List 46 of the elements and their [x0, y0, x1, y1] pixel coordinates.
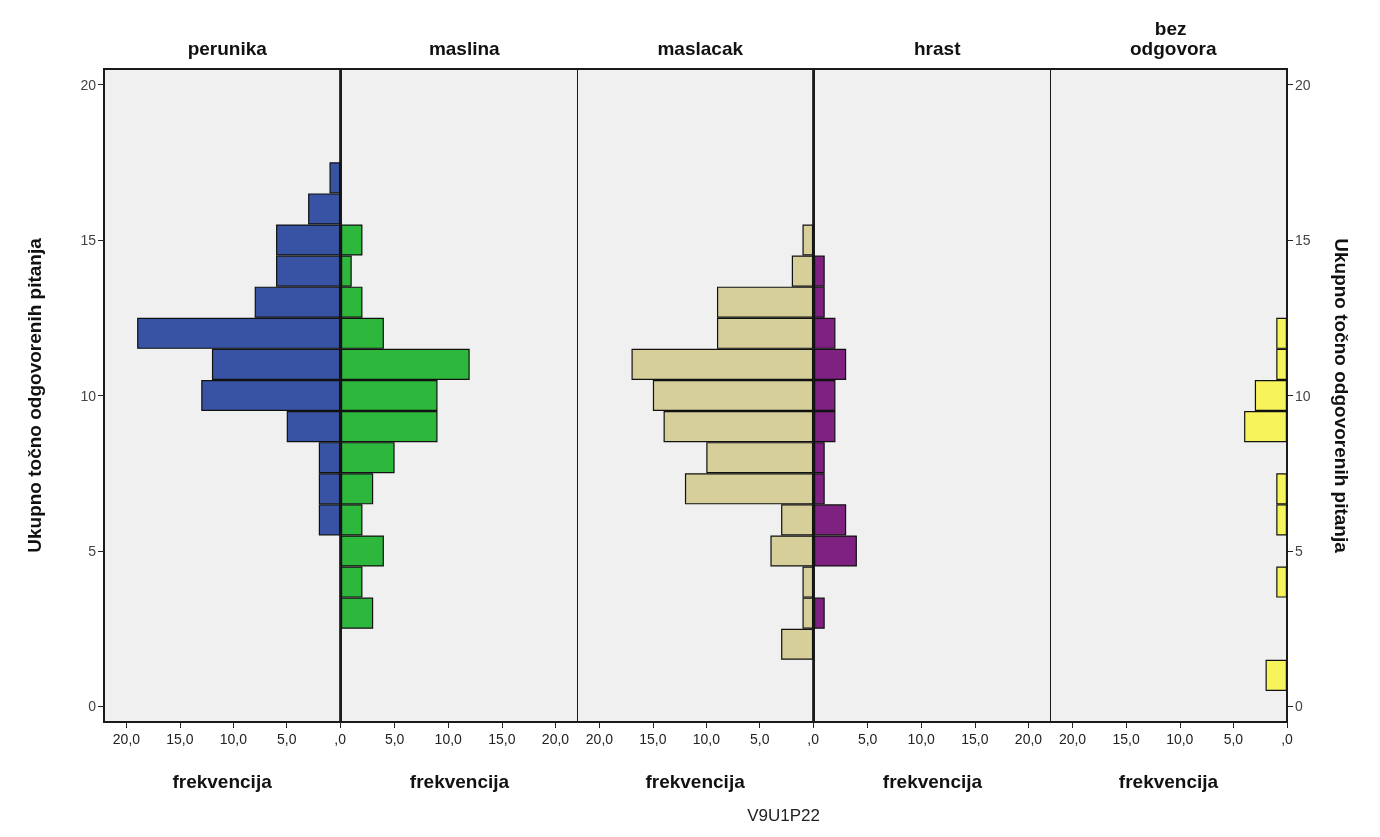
- x-tick-label: 10,0: [219, 731, 248, 747]
- x-tick-label: 15,0: [639, 731, 667, 747]
- y-tick-label: 20: [80, 76, 97, 93]
- y-axis-title: Ukupno točno odgovorenih pitanja: [24, 237, 45, 553]
- x-tick-label: 20,0: [112, 731, 141, 747]
- x-tick-label: 15,0: [1112, 731, 1140, 747]
- chart-title: maslacak: [657, 37, 744, 59]
- y-tick-label: 15: [80, 232, 97, 249]
- x-tick-label: 15,0: [960, 731, 989, 747]
- x-tick-label: 5,0: [857, 731, 878, 747]
- x-tick-label: 5,0: [277, 731, 297, 747]
- x-tick-label: 20,0: [585, 731, 614, 747]
- x-tick-label: 15,0: [166, 731, 194, 747]
- y-tick-label: 5: [88, 542, 97, 559]
- y-tick-label: 10: [80, 387, 97, 404]
- x-tick-label: ,0: [1281, 731, 1294, 747]
- x-axis-title: frekvencija: [645, 771, 746, 792]
- x-tick-label: 20,0: [1014, 731, 1042, 747]
- x-tick-label: 10,0: [692, 731, 721, 747]
- x-axis-title: frekvencija: [172, 771, 273, 792]
- x-axis-title: frekvencija: [1118, 771, 1219, 792]
- chart-title: maslina: [428, 37, 500, 59]
- chart-title: bez odgovora: [1129, 17, 1217, 59]
- y-tick-label: 20: [1295, 76, 1311, 93]
- chart-title: hrast: [913, 37, 961, 59]
- x-tick-label: ,0: [807, 731, 820, 747]
- x-tick-label: 5,0: [1223, 731, 1244, 747]
- text: V9U1P22: [747, 806, 821, 825]
- x-tick-label: 15,0: [487, 731, 516, 747]
- chart-title: perunika: [187, 37, 268, 59]
- y-tick-label: 5: [1295, 542, 1303, 559]
- x-tick-label: 20,0: [1058, 731, 1087, 747]
- x-tick-label: 10,0: [907, 731, 935, 747]
- x-tick-label: 5,0: [750, 731, 770, 747]
- y-tick-label: 15: [1295, 232, 1311, 249]
- y-tick-label: 0: [1295, 698, 1303, 715]
- x-tick-label: 5,0: [384, 731, 405, 747]
- x-axis-title: frekvencija: [409, 771, 510, 792]
- x-axis-title: frekvencija: [882, 771, 983, 792]
- y-tick-label: 0: [88, 698, 97, 715]
- y-axis-title: Ukupno točno odgovorenih pitanja: [1331, 238, 1352, 554]
- y-tick-label: 10: [1295, 387, 1311, 404]
- x-tick-label: 10,0: [1166, 731, 1194, 747]
- x-tick-label: ,0: [334, 731, 347, 747]
- x-tick-label: 20,0: [541, 731, 569, 747]
- x-tick-label: 10,0: [434, 731, 462, 747]
